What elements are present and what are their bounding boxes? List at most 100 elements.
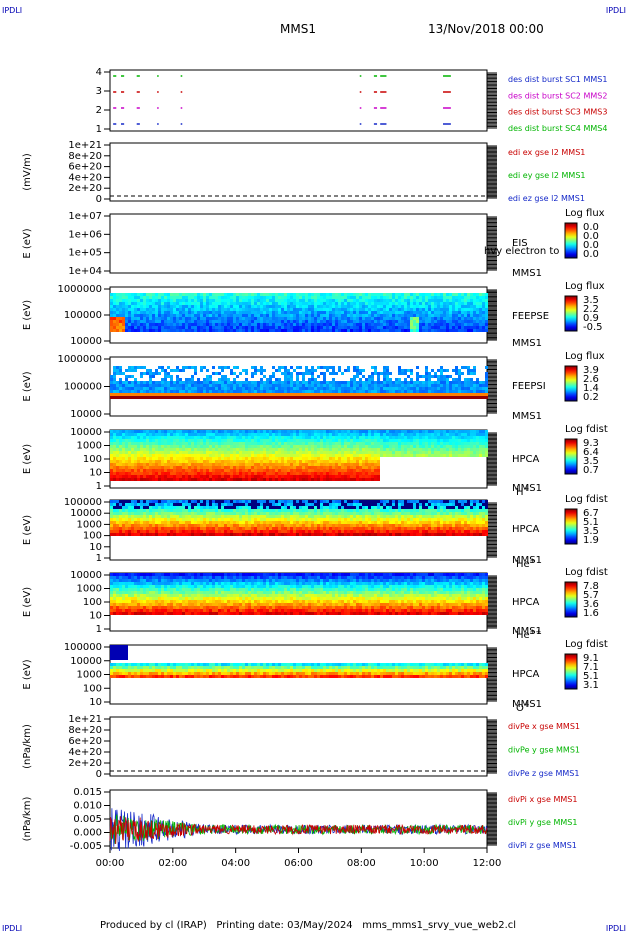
spectrogram-cell	[164, 314, 167, 317]
spectrogram-cell	[440, 366, 443, 369]
spectrogram-cell	[383, 387, 386, 390]
spectrogram-cell	[299, 393, 302, 396]
spectrogram-cell	[125, 314, 128, 317]
spectrogram-cell	[248, 323, 251, 326]
spectrogram-cell	[179, 475, 182, 478]
spectrogram-cell	[239, 320, 242, 323]
spectrogram-cell	[428, 293, 431, 296]
spectrogram-cell	[398, 384, 401, 387]
spectrogram-cell	[485, 326, 488, 329]
spectrogram-cell	[149, 475, 152, 478]
spectrogram-cell	[236, 381, 239, 384]
spectrogram-cell	[290, 445, 293, 448]
spectrogram-cell	[356, 302, 359, 305]
spectrogram-cell	[299, 308, 302, 311]
spectrogram-cell	[377, 460, 380, 463]
spectrogram-cell	[161, 293, 164, 296]
spectrogram-cell	[350, 296, 353, 299]
spectrogram-cell	[473, 311, 476, 314]
spectrogram-cell	[434, 454, 437, 457]
spectrogram-cell	[179, 448, 182, 451]
spectrogram-cell	[410, 317, 413, 320]
spectrogram-cell	[113, 448, 116, 451]
spectrogram-cell	[194, 369, 197, 372]
spectrogram-cell	[170, 311, 173, 314]
spectrogram-cell	[401, 384, 404, 387]
spectrogram-cell	[437, 317, 440, 320]
spectrogram-cell	[311, 323, 314, 326]
spectrogram-cell	[353, 448, 356, 451]
spectrogram-cell	[185, 378, 188, 381]
spectrogram-cell	[362, 293, 365, 296]
spectrogram-cell	[200, 472, 203, 475]
spectrogram-cell	[206, 475, 209, 478]
spectrogram-cell	[215, 393, 218, 396]
spectrogram-cell	[302, 469, 305, 472]
spectrogram-cell	[428, 308, 431, 311]
spectrogram-cell	[296, 320, 299, 323]
spectrogram-cell	[389, 305, 392, 308]
spectrogram-cell	[233, 396, 236, 399]
spectrogram-cell	[209, 433, 212, 436]
spectrogram-cell	[182, 469, 185, 472]
spectrogram-cell	[356, 369, 359, 372]
spectrogram-cell	[371, 478, 374, 481]
spectrogram-cell	[206, 442, 209, 445]
spectrogram-cell	[467, 378, 470, 381]
spectrogram-cell	[293, 293, 296, 296]
spectrogram-cell	[467, 299, 470, 302]
spectrogram-cell	[470, 378, 473, 381]
spectrogram-cell	[284, 457, 287, 460]
spectrogram-cell	[116, 475, 119, 478]
spectrogram-cell	[116, 442, 119, 445]
spectrogram-cell	[152, 475, 155, 478]
spectrogram-cell	[329, 448, 332, 451]
spectrogram-cell	[230, 369, 233, 372]
spectrogram-cell	[152, 472, 155, 475]
spectrogram-cell	[188, 390, 191, 393]
spectrogram-cell	[149, 436, 152, 439]
spectrogram-cell	[182, 451, 185, 454]
spectrogram-cell	[458, 445, 461, 448]
spectrogram-cell	[353, 478, 356, 481]
spectrogram-cell	[248, 460, 251, 463]
spectrogram-cell	[248, 381, 251, 384]
spectrogram-cell	[386, 451, 389, 454]
spectrogram-cell	[218, 320, 221, 323]
spectrogram-cell	[407, 305, 410, 308]
spectrogram-cell	[239, 396, 242, 399]
spectrogram-cell	[260, 308, 263, 311]
spectrogram-cell	[185, 472, 188, 475]
spectrogram-cell	[371, 378, 374, 381]
spectrogram-cell	[377, 472, 380, 475]
spectrogram-cell	[290, 320, 293, 323]
spectrogram-cell	[152, 296, 155, 299]
spectrogram-cell	[161, 457, 164, 460]
spectrogram-cell	[239, 308, 242, 311]
spectrogram-cell	[380, 445, 383, 448]
spectrogram-cell	[281, 320, 284, 323]
spectrogram-cell	[113, 457, 116, 460]
spectrogram-cell	[467, 387, 470, 390]
spectrogram-cell	[224, 381, 227, 384]
spectrogram-cell	[185, 326, 188, 329]
spectrogram-cell	[440, 317, 443, 320]
spectrogram-cell	[152, 381, 155, 384]
spectrogram-cell	[338, 466, 341, 469]
spectrogram-cell	[485, 445, 488, 448]
spectrogram-cell	[272, 366, 275, 369]
spectrogram-cell	[473, 381, 476, 384]
spectrogram-cell	[287, 478, 290, 481]
spectrogram-cell	[146, 323, 149, 326]
spectrogram-cell	[362, 466, 365, 469]
legend-label-des-dist-burst-sc3-mms3: des dist burst SC3 MMS3	[508, 108, 607, 117]
spectrogram-cell	[314, 299, 317, 302]
spectrogram-cell	[146, 396, 149, 399]
spectrogram-cell	[422, 317, 425, 320]
spectrogram-cell	[293, 454, 296, 457]
spectrogram-cell	[308, 378, 311, 381]
y-tick-label: 1e+06	[68, 229, 102, 240]
spectrogram-cell	[389, 296, 392, 299]
spectrogram-cell	[338, 302, 341, 305]
spectrogram-cell	[269, 433, 272, 436]
